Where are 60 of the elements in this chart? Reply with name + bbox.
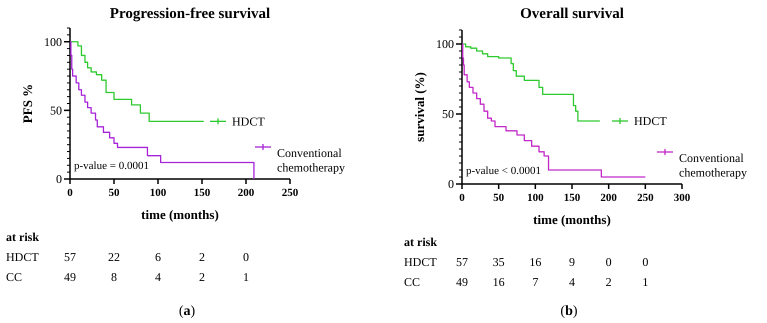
legend-label: Conventional chemotherapy — [679, 151, 747, 180]
text: 4 — [155, 270, 161, 284]
x-tick-label: 100 — [527, 192, 544, 204]
text: 49 — [64, 270, 76, 284]
x-axis-title: time (months) — [533, 212, 611, 227]
y-axis-title: PFS % — [20, 84, 35, 124]
x-axis-title: time (months) — [141, 207, 219, 222]
text: 8 — [111, 270, 117, 284]
legend-label: HDCT — [634, 114, 668, 128]
x-tick-label: 50 — [493, 192, 505, 204]
x-tick-label: 100 — [150, 187, 167, 199]
x-tick-label: 250 — [637, 192, 654, 204]
text: 35 — [492, 255, 505, 269]
annotation: p-value = 0.0001 — [74, 160, 149, 172]
x-tick-label: 0 — [67, 187, 74, 199]
text: 57 — [456, 255, 468, 269]
x-tick-label: 300 — [674, 192, 691, 204]
text: 22 — [108, 250, 120, 264]
text: 2 — [199, 250, 205, 264]
text: HDCT — [6, 250, 40, 264]
x-tick-label: 50 — [108, 187, 120, 199]
y-tick-label: 50 — [442, 107, 454, 122]
x-tick-label: 150 — [564, 192, 581, 204]
text: 2 — [199, 270, 205, 284]
chart-title: Overall survival — [520, 6, 624, 22]
y-tick-label: 50 — [50, 104, 62, 118]
x-tick-label: 200 — [600, 192, 618, 204]
y-tick-label: 100 — [436, 37, 454, 52]
legend-label: HDCT — [232, 114, 266, 129]
text: at risk — [404, 235, 438, 249]
text: CC — [404, 275, 420, 289]
annotation: p-value < 0.0001 — [466, 165, 541, 177]
text: (b) — [560, 304, 578, 319]
text: 7 — [532, 275, 538, 289]
text: 57 — [64, 250, 76, 264]
text: 0 — [606, 255, 612, 269]
text: 1 — [243, 270, 249, 284]
x-tick-label: 0 — [459, 192, 466, 204]
text: CC — [6, 270, 22, 284]
y-tick-label: 100 — [44, 34, 62, 49]
text: 2 — [606, 275, 612, 289]
x-tick-label: 200 — [238, 187, 255, 199]
text: 49 — [456, 275, 468, 289]
text: 6 — [155, 250, 161, 264]
x-tick-label: 150 — [194, 187, 211, 199]
chart-title: Progression-free survival — [110, 6, 270, 22]
text: 9 — [569, 255, 575, 269]
text: 16 — [529, 255, 542, 269]
text: 16 — [492, 275, 505, 289]
y-tick-label: 0 — [56, 172, 62, 186]
text: 0 — [243, 250, 249, 264]
text: at risk — [6, 230, 40, 244]
text: (a) — [178, 304, 196, 319]
text: 0 — [642, 255, 648, 269]
text: 4 — [569, 275, 575, 289]
x-tick-label: 250 — [282, 187, 299, 199]
text: HDCT — [404, 255, 438, 269]
legend-label: Conventional chemotherapy — [277, 146, 345, 175]
text: 1 — [642, 275, 648, 289]
y-axis-title: survival (%) — [412, 72, 427, 142]
